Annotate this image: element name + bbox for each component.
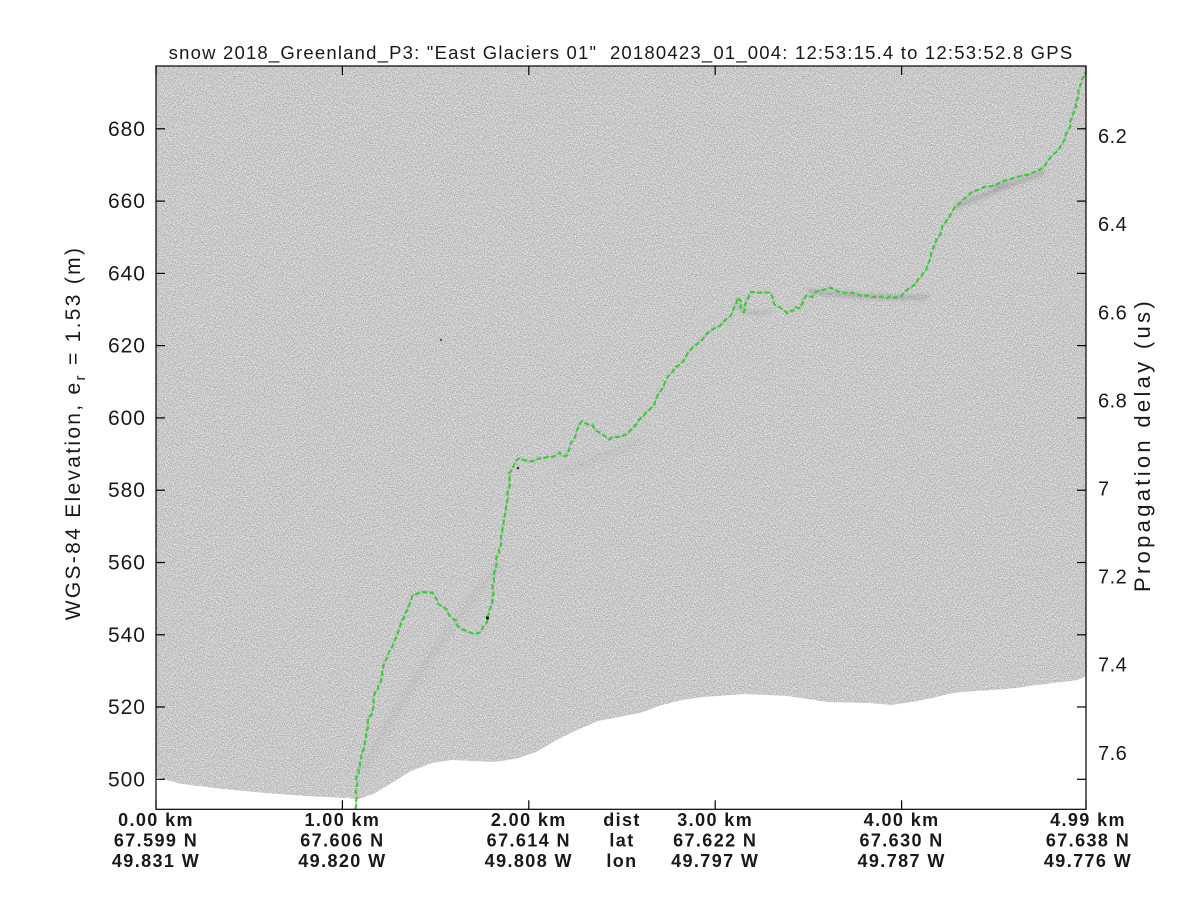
- svg-text:67.630 N: 67.630 N: [859, 831, 943, 851]
- svg-text:6.8: 6.8: [1098, 390, 1127, 412]
- svg-text:500: 500: [108, 768, 146, 791]
- svg-text:660: 660: [108, 190, 146, 213]
- svg-text:67.606 N: 67.606 N: [300, 831, 384, 851]
- svg-text:6.6: 6.6: [1098, 302, 1127, 324]
- svg-text:lat: lat: [609, 831, 634, 851]
- svg-text:1.00 km: 1.00 km: [304, 810, 380, 830]
- svg-text:6.2: 6.2: [1098, 126, 1127, 148]
- svg-text:49.776 W: 49.776 W: [1044, 851, 1132, 871]
- svg-text:67.599 N: 67.599 N: [114, 831, 198, 851]
- svg-text:snow 2018_Greenland_P3: "East: snow 2018_Greenland_P3: "East Glaciers 0…: [169, 42, 1074, 64]
- svg-text:lon: lon: [606, 851, 637, 871]
- svg-text:640: 640: [108, 262, 146, 285]
- svg-text:7.6: 7.6: [1098, 743, 1127, 765]
- svg-text:0.00 km: 0.00 km: [118, 810, 194, 830]
- svg-text:4.99 km: 4.99 km: [1050, 810, 1126, 830]
- svg-text:49.797 W: 49.797 W: [671, 851, 759, 871]
- svg-text:580: 580: [108, 479, 146, 502]
- svg-text:WGS-84 Elevation, er = 1.53 (m: WGS-84 Elevation, er = 1.53 (m): [62, 246, 89, 621]
- svg-text:6.4: 6.4: [1098, 214, 1127, 236]
- svg-text:7: 7: [1098, 479, 1110, 501]
- svg-text:49.808 W: 49.808 W: [485, 851, 573, 871]
- svg-text:560: 560: [108, 552, 146, 575]
- svg-text:4.00 km: 4.00 km: [864, 810, 940, 830]
- svg-text:600: 600: [108, 407, 146, 430]
- svg-text:620: 620: [108, 335, 146, 358]
- svg-text:Propagation delay (us): Propagation delay (us): [1130, 298, 1155, 592]
- svg-text:7.4: 7.4: [1098, 655, 1127, 677]
- svg-text:49.820 W: 49.820 W: [298, 851, 386, 871]
- svg-text:7.2: 7.2: [1098, 567, 1127, 589]
- svg-text:3.00 km: 3.00 km: [677, 810, 753, 830]
- svg-text:520: 520: [108, 696, 146, 719]
- svg-text:49.831 W: 49.831 W: [112, 851, 200, 871]
- svg-text:49.787 W: 49.787 W: [857, 851, 945, 871]
- svg-text:67.622 N: 67.622 N: [673, 831, 757, 851]
- svg-text:67.614 N: 67.614 N: [487, 831, 571, 851]
- svg-text:dist: dist: [603, 810, 641, 830]
- svg-text:2.00 km: 2.00 km: [491, 810, 567, 830]
- svg-text:67.638 N: 67.638 N: [1046, 831, 1130, 851]
- svg-text:680: 680: [108, 118, 146, 141]
- svg-text:540: 540: [108, 624, 146, 647]
